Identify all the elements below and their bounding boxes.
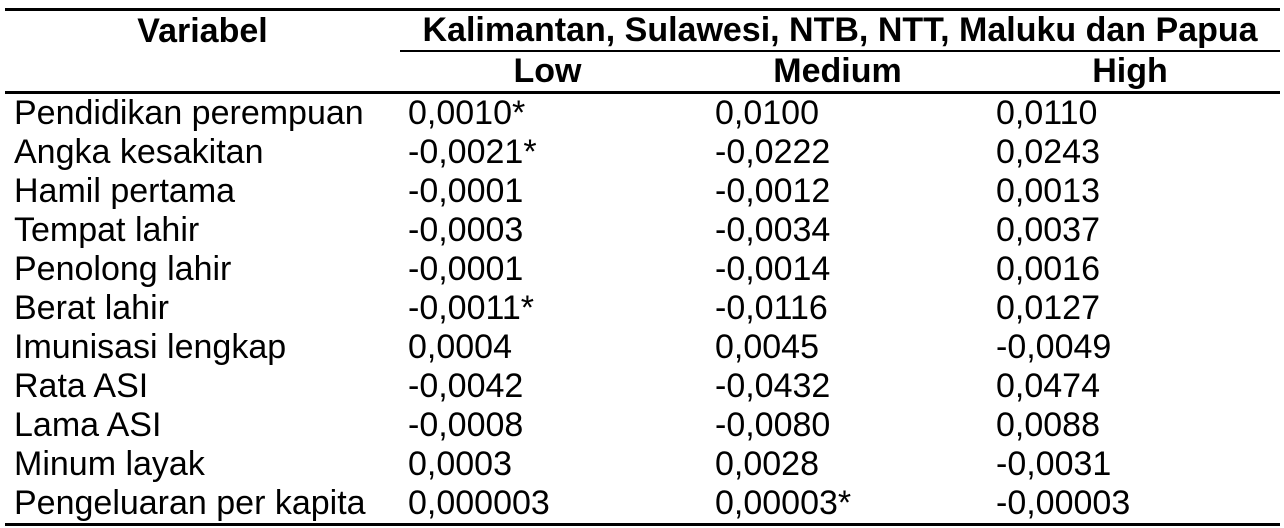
value-cell: 0,0010* xyxy=(408,94,526,132)
value-cell: -0,0080 xyxy=(715,406,831,444)
value-cell: -0,0049 xyxy=(996,328,1112,366)
row-label: Pendidikan perempuan xyxy=(14,94,364,132)
column-header-low: Low xyxy=(400,51,695,94)
value-cell: 0,0037 xyxy=(996,211,1100,249)
value-cell: -0,0021* xyxy=(408,133,537,171)
row-label: Hamil pertama xyxy=(14,172,236,210)
header-row-levels: Low Medium High xyxy=(5,51,1281,94)
row-label: Pengeluaran per kapita xyxy=(14,484,366,522)
value-cell: -0,0034 xyxy=(715,211,831,249)
table-row: Berat lahir -0,0011* -0,0116 0,0127 xyxy=(5,289,1280,328)
row-label: Penolong lahir xyxy=(14,250,232,288)
value-cell: -0,00003 xyxy=(996,484,1131,522)
value-cell: 0,0100 xyxy=(715,94,819,132)
table-row: Tempat lahir -0,0003 -0,0034 0,0037 xyxy=(5,211,1280,250)
row-label: Berat lahir xyxy=(14,289,169,327)
value-cell: 0,0003 xyxy=(408,445,512,483)
value-cell: 0,00003* xyxy=(715,484,852,522)
table-row: Imunisasi lengkap 0,0004 0,0045 -0,0049 xyxy=(5,328,1280,367)
value-cell: 0,000003 xyxy=(408,484,550,522)
column-header-medium: Medium xyxy=(695,51,980,94)
row-label: Lama ASI xyxy=(14,406,162,444)
table-row: Hamil pertama -0,0001 -0,0012 0,0013 xyxy=(5,172,1280,211)
value-cell: 0,0028 xyxy=(715,445,819,483)
table-row: Angka kesakitan -0,0021* -0,0222 0,0243 xyxy=(5,133,1280,172)
value-cell: -0,0222 xyxy=(715,133,831,171)
row-label: Minum layak xyxy=(14,445,205,483)
column-header-high: High xyxy=(980,51,1281,94)
value-cell: 0,0243 xyxy=(996,133,1100,171)
table-row: Penolong lahir -0,0001 -0,0014 0,0016 xyxy=(5,250,1280,289)
value-cell: -0,0012 xyxy=(715,172,831,210)
value-cell: -0,0432 xyxy=(715,367,831,405)
table-row: Pendidikan perempuan 0,0010* 0,0100 0,01… xyxy=(5,93,1280,134)
value-cell: 0,0016 xyxy=(996,250,1100,288)
value-cell: -0,0003 xyxy=(408,211,524,249)
value-cell: -0,0001 xyxy=(408,250,524,288)
header-spacer-cell xyxy=(5,51,400,94)
value-cell: -0,0014 xyxy=(715,250,831,288)
value-cell: -0,0008 xyxy=(408,406,524,444)
row-label: Angka kesakitan xyxy=(14,133,264,171)
row-label: Tempat lahir xyxy=(14,211,200,249)
table-row: Lama ASI -0,0008 -0,0080 0,0088 xyxy=(5,406,1280,445)
table-row: Rata ASI -0,0042 -0,0432 0,0474 xyxy=(5,367,1280,406)
table-row: Pengeluaran per kapita 0,000003 0,00003*… xyxy=(5,484,1280,525)
value-cell: -0,0116 xyxy=(715,289,828,327)
coefficient-table: Variabel Kalimantan, Sulawesi, NTB, NTT,… xyxy=(5,8,1281,526)
value-cell: -0,0011* xyxy=(408,289,535,327)
value-cell: 0,0004 xyxy=(408,328,512,366)
row-label: Imunisasi lengkap xyxy=(14,328,287,366)
value-cell: -0,0042 xyxy=(408,367,524,405)
value-cell: -0,0001 xyxy=(408,172,524,210)
value-cell: 0,0088 xyxy=(996,406,1100,444)
table-body: Pendidikan perempuan 0,0010* 0,0100 0,01… xyxy=(5,93,1280,525)
value-cell: 0,0110 xyxy=(996,94,1098,132)
value-cell: 0,0474 xyxy=(996,367,1100,405)
value-cell: 0,0127 xyxy=(996,289,1100,327)
value-cell: -0,0031 xyxy=(996,445,1112,483)
table-row: Minum layak 0,0003 0,0028 -0,0031 xyxy=(5,445,1280,484)
row-label: Rata ASI xyxy=(14,367,149,405)
value-cell: 0,0013 xyxy=(996,172,1100,210)
value-cell: 0,0045 xyxy=(715,328,819,366)
header-row-group: Variabel Kalimantan, Sulawesi, NTB, NTT,… xyxy=(5,9,1281,52)
column-header-variabel: Variabel xyxy=(137,11,268,50)
column-group-header-region: Kalimantan, Sulawesi, NTB, NTT, Maluku d… xyxy=(400,9,1281,52)
